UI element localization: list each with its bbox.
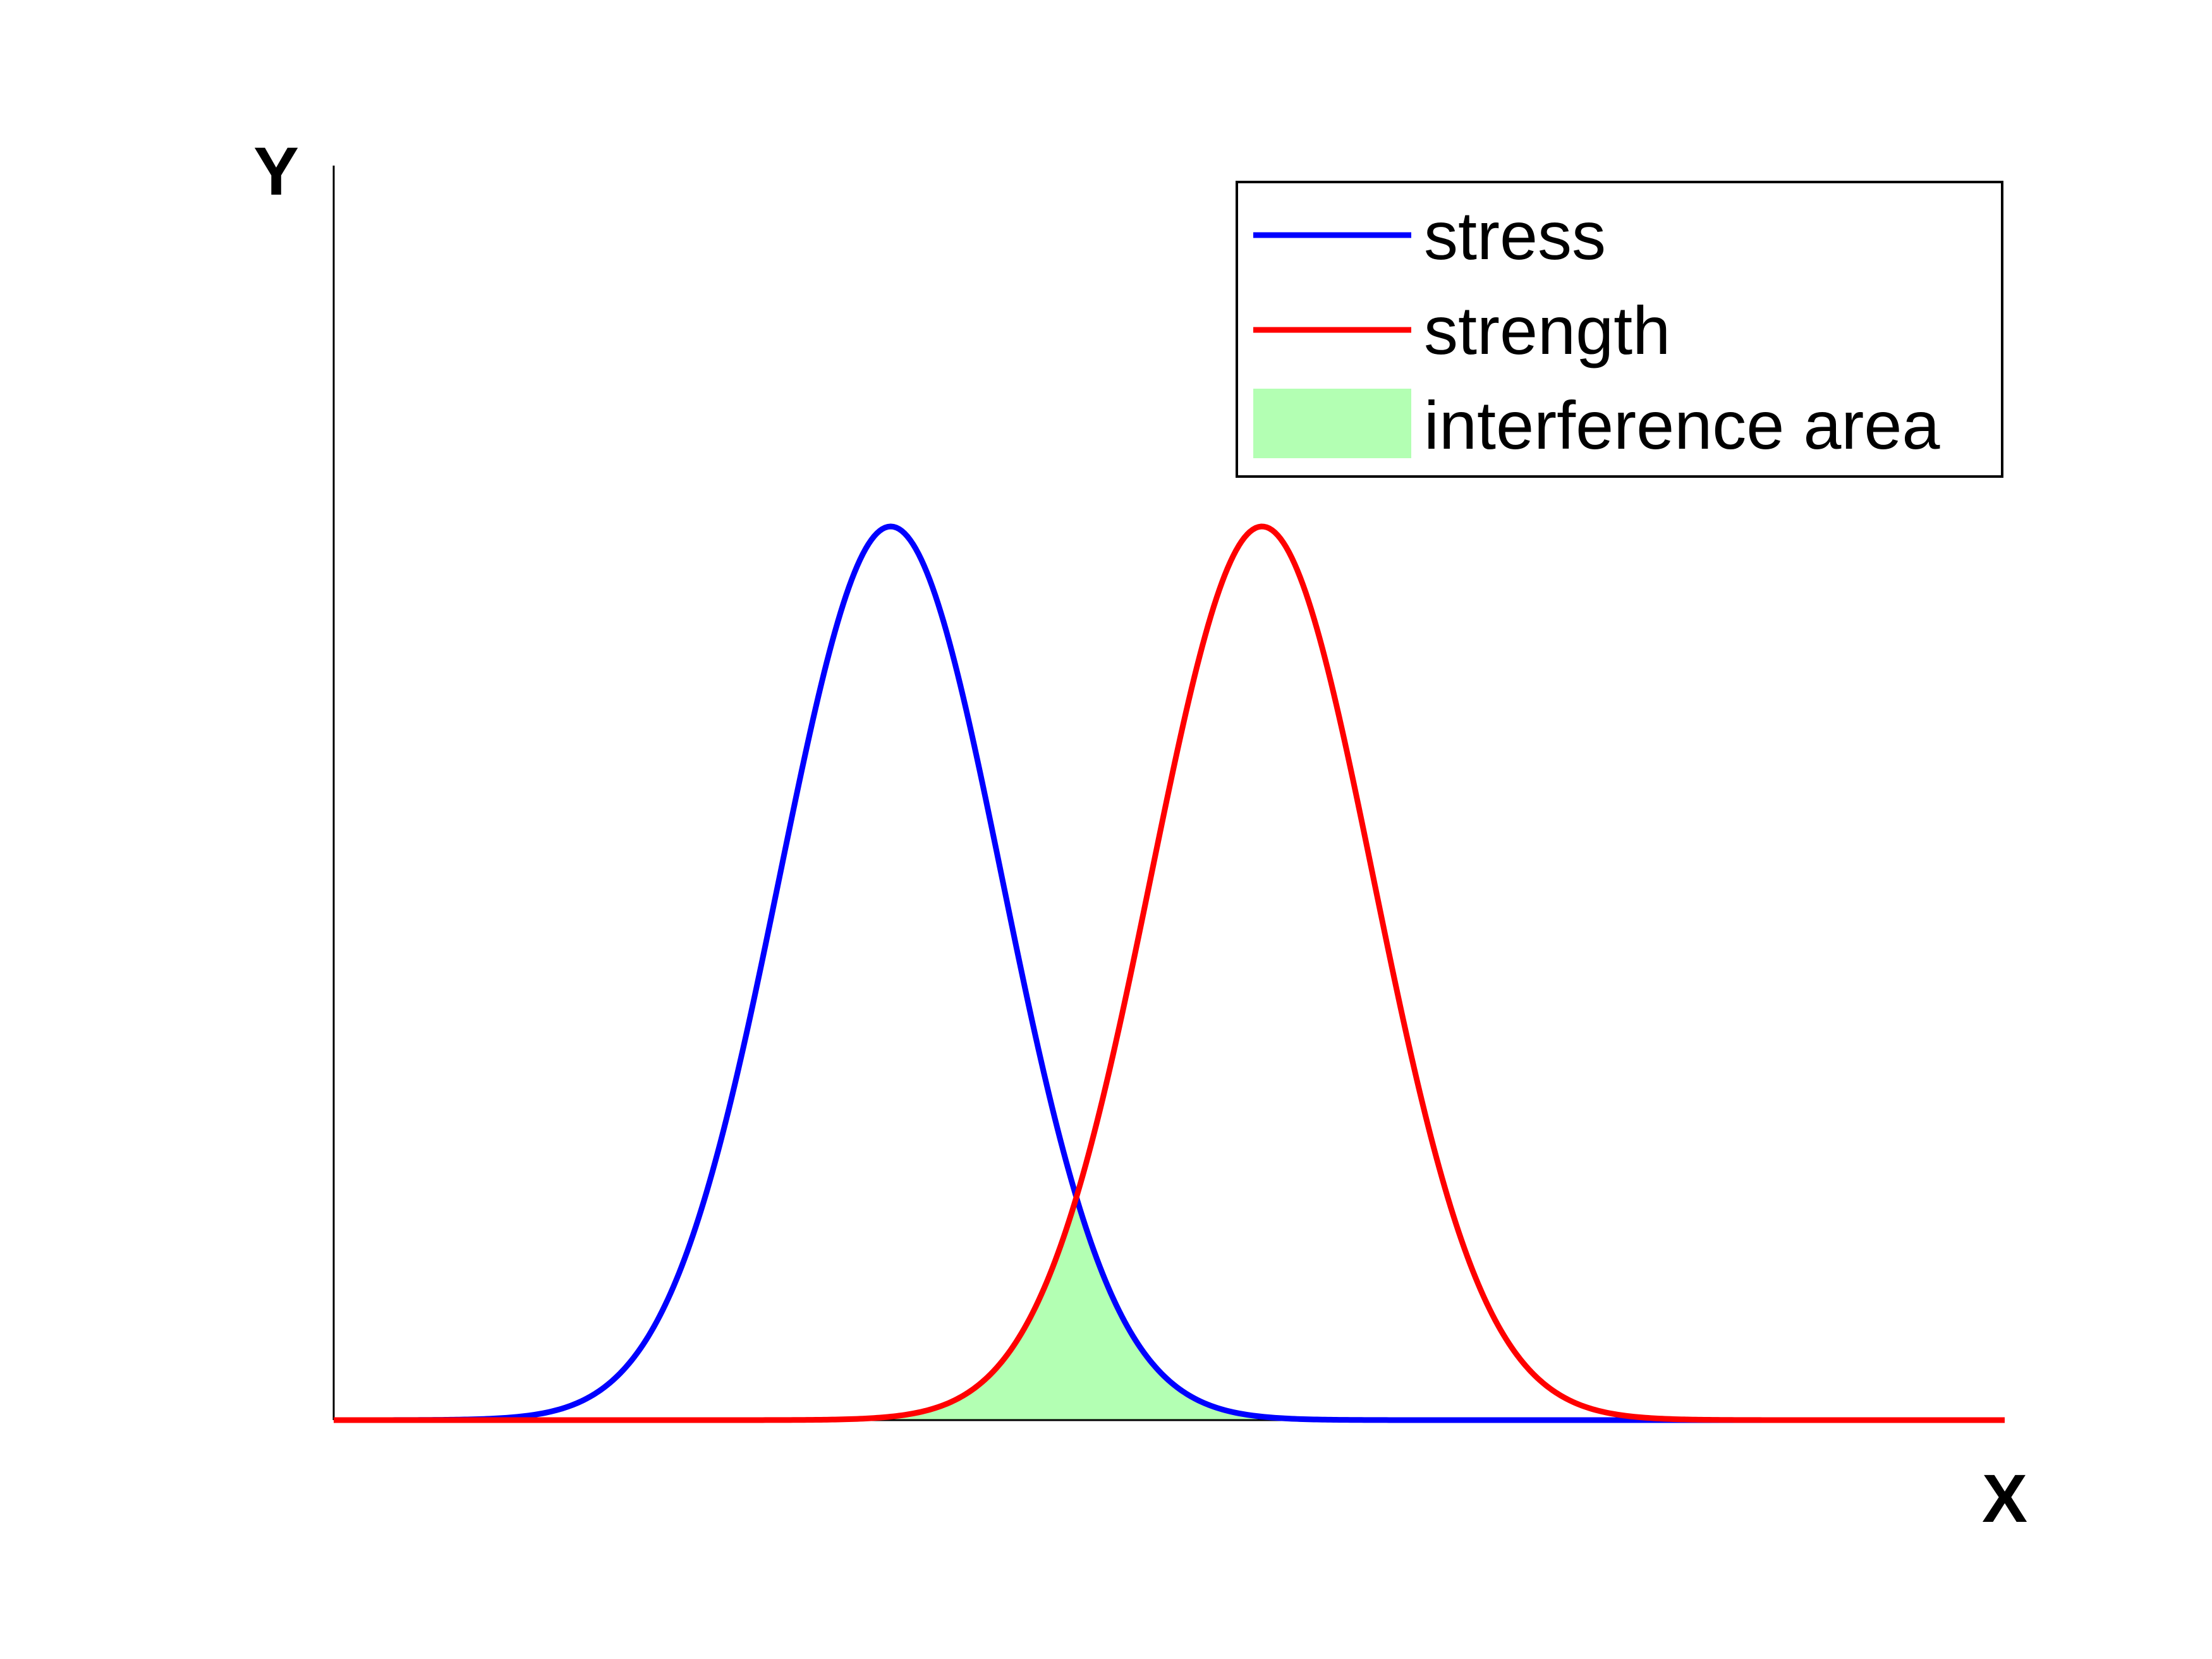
legend-swatch-interference-area bbox=[1253, 389, 1411, 458]
legend-label-strength: strength bbox=[1424, 292, 1670, 368]
legend-label-interference-area: interference area bbox=[1424, 387, 1940, 463]
series-line-strength bbox=[333, 523, 2005, 1423]
y-axis-label: Y bbox=[253, 133, 299, 209]
legend: stress strength interference area bbox=[1236, 181, 2003, 478]
legend-label-stress: stress bbox=[1424, 197, 1606, 274]
x-axis-label: X bbox=[1982, 1460, 2027, 1536]
